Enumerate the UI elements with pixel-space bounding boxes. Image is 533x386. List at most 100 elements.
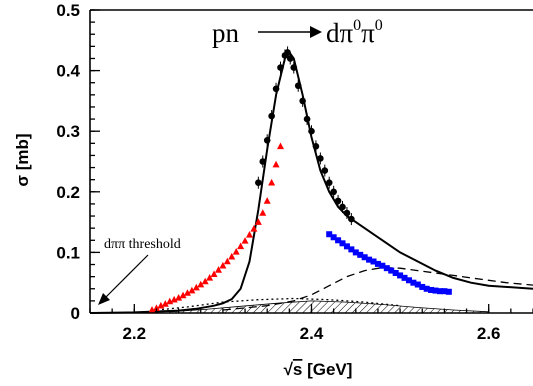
- data-point-circle: [259, 158, 267, 165]
- reaction-arrow: [258, 26, 322, 38]
- data-point-square: [428, 286, 435, 293]
- data-point-triangle: [245, 231, 253, 238]
- data-point-square: [370, 258, 377, 265]
- ticks: 2.2 2.4 2.6 0 0.1 0.2 0.3 0.4 0.5: [56, 1, 533, 343]
- sqrt-symbol: √: [284, 360, 294, 379]
- data-point-triangle: [148, 306, 156, 313]
- y-tick-label: 0.4: [56, 62, 80, 81]
- sqrt-s: s: [293, 360, 302, 379]
- y-tick-label: 0: [71, 304, 80, 323]
- data-point-triangle: [175, 294, 183, 301]
- data-point-square: [414, 281, 421, 288]
- x-axis-title: √s [GeV]: [284, 360, 353, 379]
- data-point-square: [361, 254, 368, 261]
- data-point-circle: [321, 167, 329, 174]
- solid-curve: [89, 50, 533, 314]
- data-point-square: [441, 288, 448, 295]
- reaction-mid: π: [361, 18, 375, 48]
- reaction-sup-2: 0: [375, 17, 383, 34]
- data-point-square: [374, 260, 381, 267]
- data-point-square: [405, 277, 412, 284]
- data-point-triangle: [219, 261, 227, 269]
- data-point-circle: [255, 179, 262, 187]
- plot-area: [89, 46, 533, 314]
- data-point-triangle: [152, 304, 160, 311]
- data-point-triangle: [210, 270, 218, 278]
- x-tick-label: 2.4: [300, 324, 324, 343]
- data-point-circle: [339, 203, 346, 211]
- data-point-square: [423, 285, 430, 292]
- data-point-square: [330, 234, 337, 241]
- data-point-triangle: [272, 160, 280, 168]
- data-point-triangle: [276, 142, 284, 150]
- data-point-circle: [330, 188, 337, 196]
- data-point-triangle: [254, 218, 262, 225]
- data-point-triangle: [179, 291, 187, 299]
- data-point-triangle: [223, 257, 231, 265]
- data-point-triangle: [263, 197, 271, 204]
- data-point-square: [432, 287, 439, 294]
- y-tick-label: 0.2: [56, 183, 80, 202]
- data-point-square: [397, 272, 404, 279]
- data-point-triangle: [214, 266, 222, 273]
- data-point-triangle: [197, 280, 205, 288]
- data-point-square: [419, 283, 426, 290]
- data-point-square: [366, 256, 373, 263]
- data-point-circle: [334, 197, 342, 205]
- data-point-square: [339, 240, 346, 247]
- data-point-circle: [325, 179, 333, 187]
- data-point-triangle: [250, 224, 258, 232]
- data-point-triangle: [259, 209, 267, 216]
- data-point-circle: [343, 209, 351, 217]
- data-point-triangle: [183, 289, 191, 296]
- data-point-square: [335, 237, 342, 244]
- y-axis-title: σ [mb]: [13, 133, 32, 186]
- data-point-circle: [303, 115, 311, 123]
- data-point-square: [357, 251, 364, 258]
- reaction-label: pn: [212, 18, 240, 48]
- data-point-circle: [312, 143, 320, 150]
- data-point-triangle: [206, 274, 214, 281]
- data-point-square: [348, 246, 355, 253]
- data-point-triangle: [268, 178, 276, 186]
- data-point-square: [392, 270, 399, 277]
- x-tick-label: 2.6: [477, 324, 501, 343]
- data-point-circle: [317, 155, 324, 162]
- data-point-triangle: [201, 277, 209, 285]
- data-point-circle: [272, 85, 280, 93]
- data-point-circle: [284, 49, 291, 56]
- data-point-circle: [263, 136, 271, 144]
- threshold-annotation: dππ threshold: [104, 237, 181, 252]
- data-point-square: [352, 249, 359, 256]
- data-point-circle: [308, 127, 315, 135]
- data-point-circle: [286, 55, 294, 62]
- data-point-triangle: [237, 242, 245, 250]
- data-point-triangle: [161, 300, 169, 307]
- x-unit: [GeV]: [302, 360, 352, 379]
- data-point-square: [401, 274, 408, 281]
- data-point-circle: [348, 215, 355, 223]
- data-point-triangle: [228, 252, 236, 260]
- data-point-circle: [294, 82, 302, 90]
- data-point-circle: [277, 64, 284, 71]
- data-point-square: [379, 262, 386, 269]
- data-point-triangle: [241, 237, 249, 244]
- reaction-sup-1: 0: [353, 17, 361, 34]
- data-point-triangle: [192, 283, 200, 291]
- dotted-curve: [151, 297, 401, 312]
- reaction-final-base: dπ: [326, 18, 354, 48]
- reaction-final: dπ0π0: [326, 17, 383, 48]
- data-point-triangle: [188, 286, 196, 294]
- data-point-square: [445, 288, 452, 295]
- data-point-square: [410, 279, 417, 286]
- data-point-square: [436, 288, 443, 295]
- data-point-square: [383, 265, 390, 272]
- threshold-arrow: [98, 254, 149, 305]
- x-tick-label: 2.2: [122, 324, 146, 343]
- y-tick-label: 0.5: [56, 1, 80, 20]
- y-tick-label: 0.1: [56, 243, 80, 262]
- data-point-triangle: [157, 301, 165, 309]
- y-tick-label: 0.3: [56, 122, 80, 141]
- data-point-circle: [299, 97, 306, 105]
